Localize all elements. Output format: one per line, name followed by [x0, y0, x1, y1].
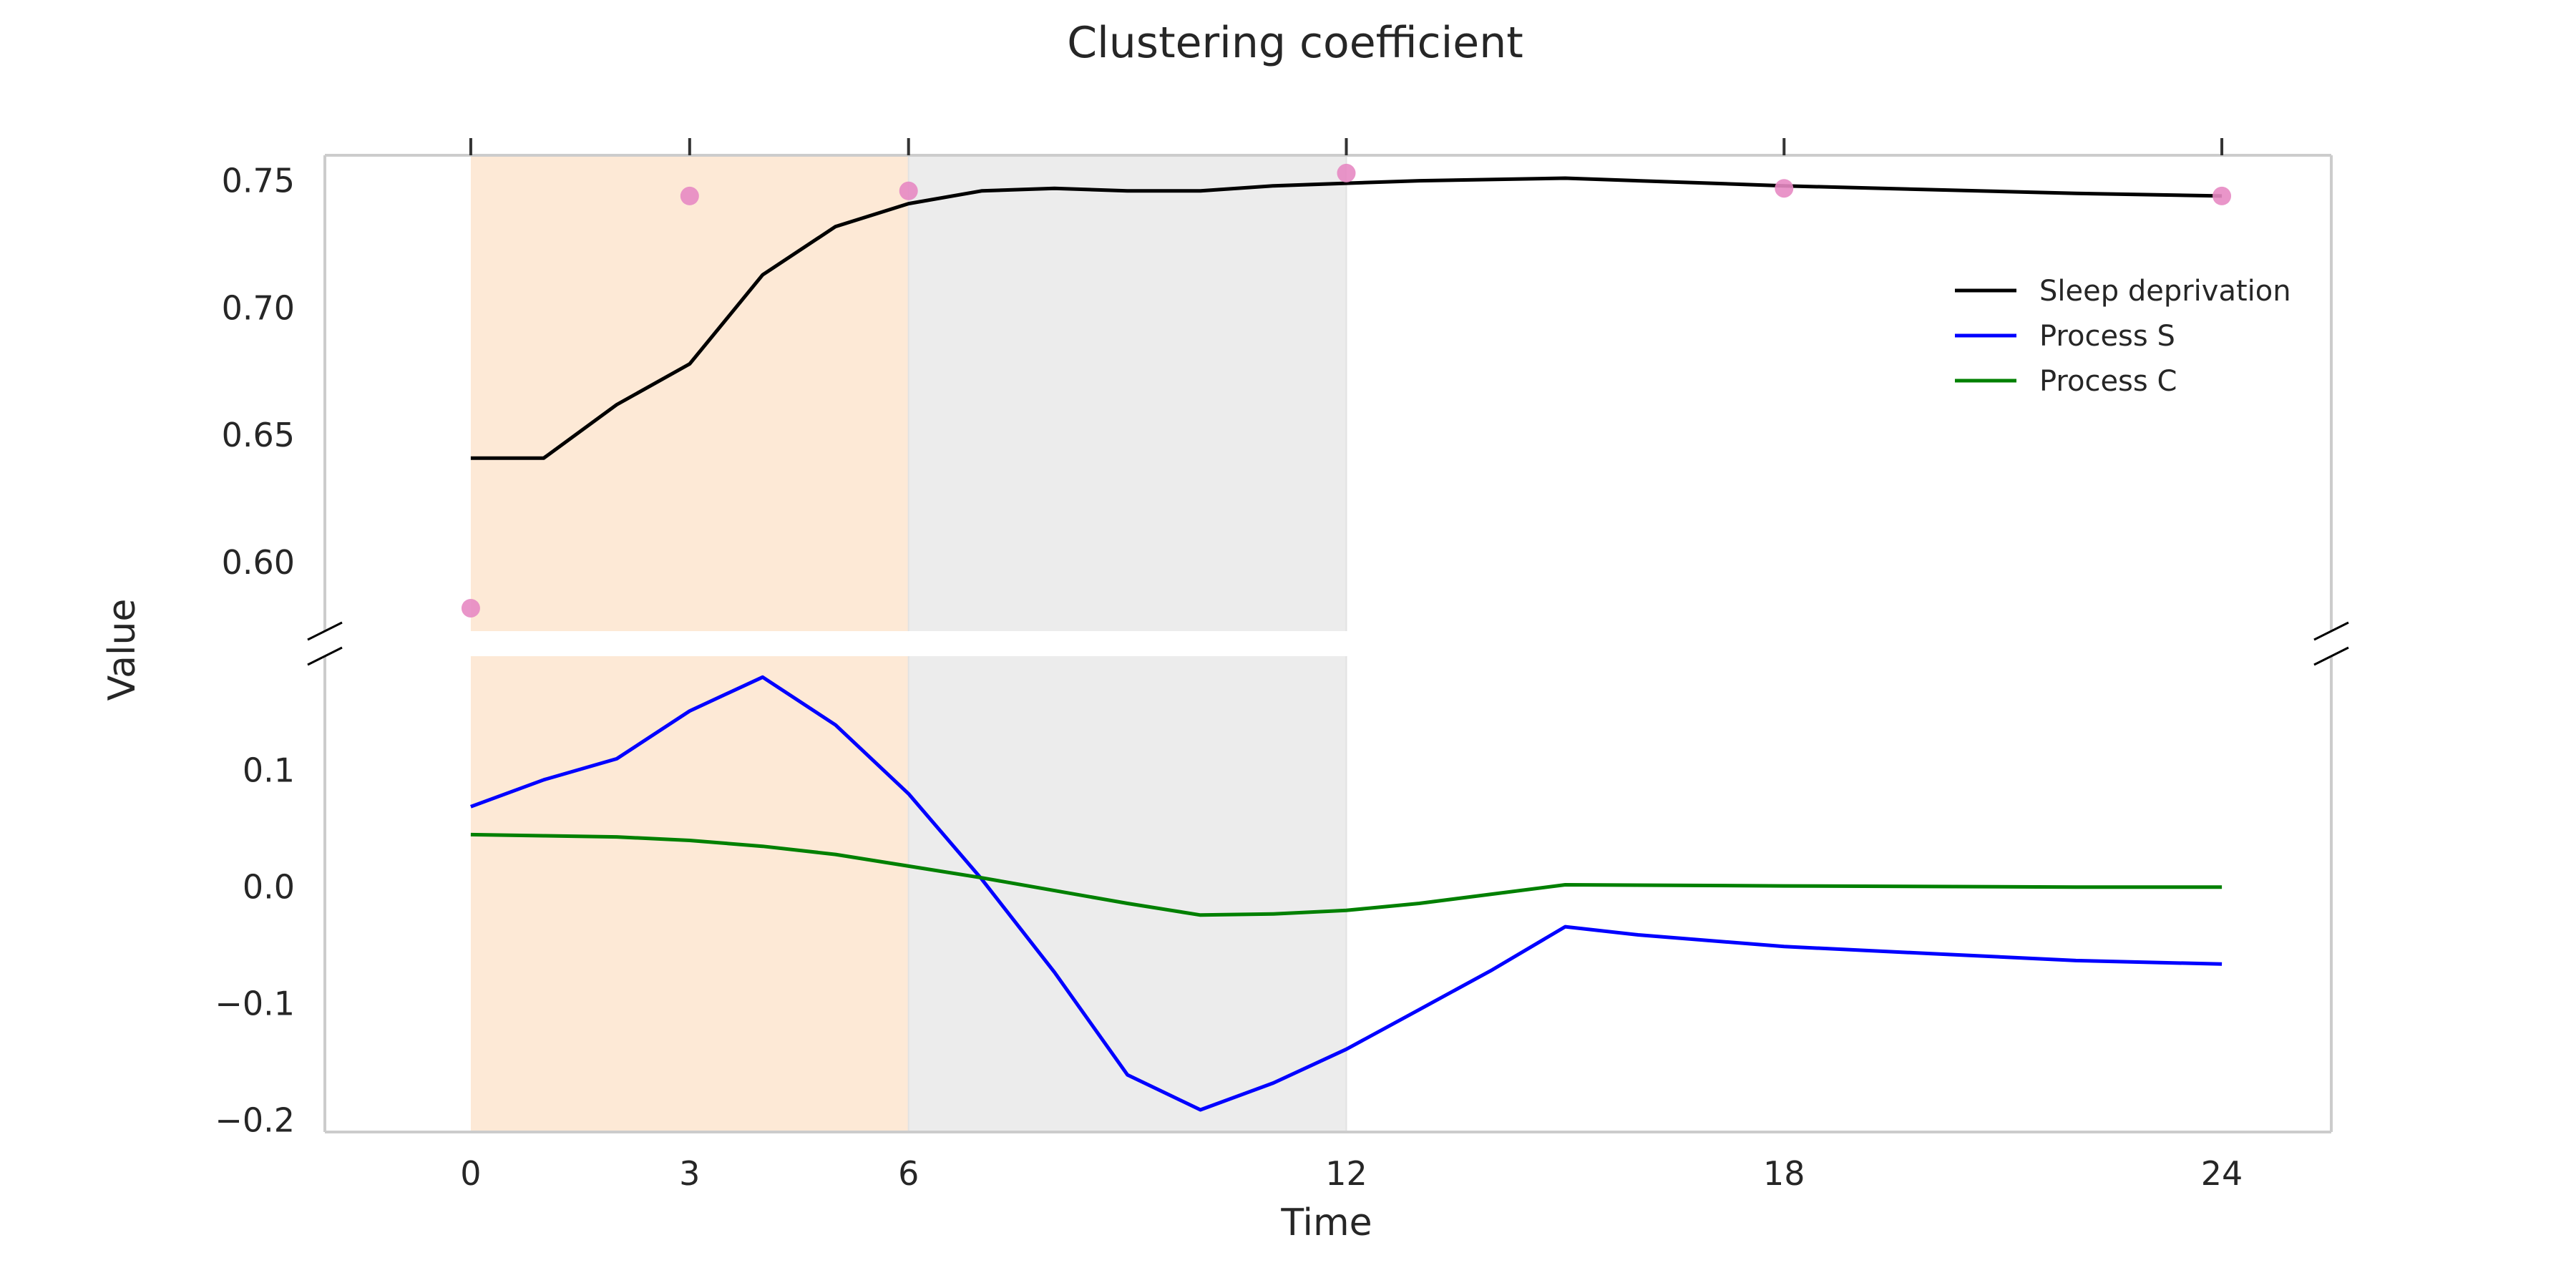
x-axis-title: Time: [1280, 1201, 1372, 1244]
x-axis: 0 3 6 12 18 24: [460, 138, 2243, 1193]
legend-label-process-c: Process C: [2039, 365, 2177, 398]
top-panel: 0.60 0.65 0.70 0.75: [222, 154, 2333, 631]
axis-break-marks: [307, 621, 2349, 666]
y-axis-title: Value: [101, 599, 144, 701]
bottom-panel: −0.2 −0.1 0.0 0.1: [215, 656, 2333, 1140]
bottom-shaded-region-0: [470, 656, 909, 1132]
series-line-sleep-deprivation: [470, 176, 2223, 460]
series-line-process-s: [470, 675, 2223, 1112]
break-mark-2: [2313, 621, 2349, 641]
bottom-y-tick-label-1: −0.1: [215, 985, 295, 1023]
scatter-point-0: [461, 598, 480, 618]
x-tick-label-3: 12: [1325, 1154, 1367, 1193]
top-y-tick-label-0: 0.60: [222, 543, 295, 582]
bottom-y-tick-label-3: 0.1: [243, 751, 295, 790]
chart-title: Clustering coefficient: [1067, 18, 1523, 68]
legend-label-process-s: Process S: [2039, 320, 2175, 353]
scatter-point-4: [1775, 179, 1794, 198]
scatter-point-5: [2212, 186, 2232, 205]
scatter-point-3: [1337, 163, 1356, 182]
x-tick-label-2: 6: [898, 1154, 919, 1193]
break-mark-3: [2313, 646, 2349, 666]
top-y-tick-label-3: 0.75: [222, 162, 295, 200]
bottom-y-tick-label-0: −0.2: [215, 1101, 295, 1140]
bottom-y-tick-label-2: 0.0: [243, 868, 295, 907]
legend: Sleep deprivation Process S Process C: [1955, 275, 2291, 398]
x-tick-label-4: 18: [1763, 1154, 1805, 1193]
x-tick-label-1: 3: [679, 1154, 700, 1193]
break-mark-1: [307, 646, 343, 666]
top-shaded-region-1: [908, 155, 1347, 631]
break-mark-0: [307, 621, 343, 641]
top-y-tick-label-2: 0.70: [222, 288, 295, 327]
scatter-point-1: [680, 186, 699, 205]
bottom-shaded-region-1: [908, 656, 1347, 1132]
series-line-process-c: [470, 832, 2223, 917]
legend-label-sleep-deprivation: Sleep deprivation: [2039, 275, 2291, 308]
top-shaded-region-0: [470, 155, 909, 631]
x-tick-label-0: 0: [460, 1154, 481, 1193]
top-y-tick-label-1: 0.65: [222, 416, 295, 454]
x-tick-label-5: 24: [2201, 1154, 2243, 1193]
scatter-point-2: [899, 181, 918, 200]
